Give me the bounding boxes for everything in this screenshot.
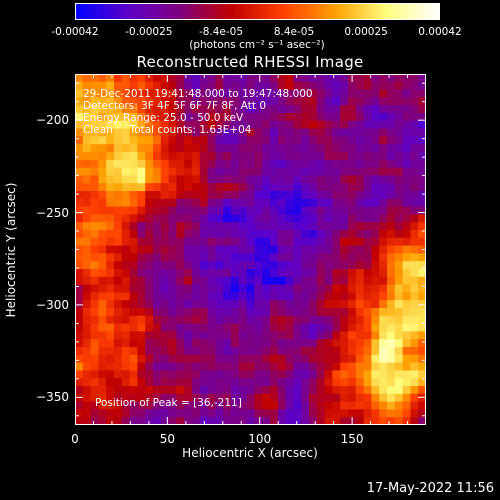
colorbar (75, 3, 440, 20)
y-tick-label: −250 (36, 205, 69, 220)
x-tick-label: 0 (71, 432, 79, 446)
rhessi-image: 29-Dec-2011 19:41:48.000 to 19:47:48.000… (75, 74, 426, 425)
colorbar-tick-label: -0.00042 (51, 26, 99, 38)
colorbar-tick-label: 0.00042 (418, 26, 462, 38)
colorbar-units: (photons cm⁻² s⁻¹ asec⁻²) (189, 39, 325, 51)
time-range-text: 29-Dec-2011 19:41:48.000 to 19:47:48.000 (83, 88, 313, 100)
y-tick-label: −200 (36, 113, 69, 128)
colorbar-tick-label: -8.4e-05 (198, 26, 244, 38)
colorbar-tick-label: 8.4e-05 (273, 26, 315, 38)
colorbar-tick-label: -0.00025 (125, 26, 173, 38)
energy-range-text: Energy Range: 25.0 - 50.0 keV (83, 112, 244, 124)
detectors-text: Detectors: 3F 4F 5F 6F 7F 8F, Att 0 (83, 100, 267, 112)
colorbar-tick-label: 0.00025 (344, 26, 388, 38)
y-tick-label: −350 (36, 390, 69, 405)
image-title: Reconstructed RHESSI Image (136, 53, 364, 71)
x-tick-label: 100 (248, 432, 272, 446)
image-canvas (75, 74, 426, 425)
y-axis-label: Heliocentric Y (arcsec) (4, 182, 18, 318)
colorbar-gradient (76, 4, 439, 19)
counts-text: Clean Total counts: 1.63E+04 (83, 124, 252, 136)
x-tick-label: 50 (159, 432, 175, 446)
y-tick-label: −300 (36, 297, 69, 312)
x-tick-label: 150 (340, 432, 364, 446)
peak-position-text: Position of Peak = [36,-211] (95, 397, 242, 409)
x-axis-label: Heliocentric X (arcsec) (182, 446, 318, 460)
timestamp: 17-May-2022 11:56 (366, 481, 494, 496)
